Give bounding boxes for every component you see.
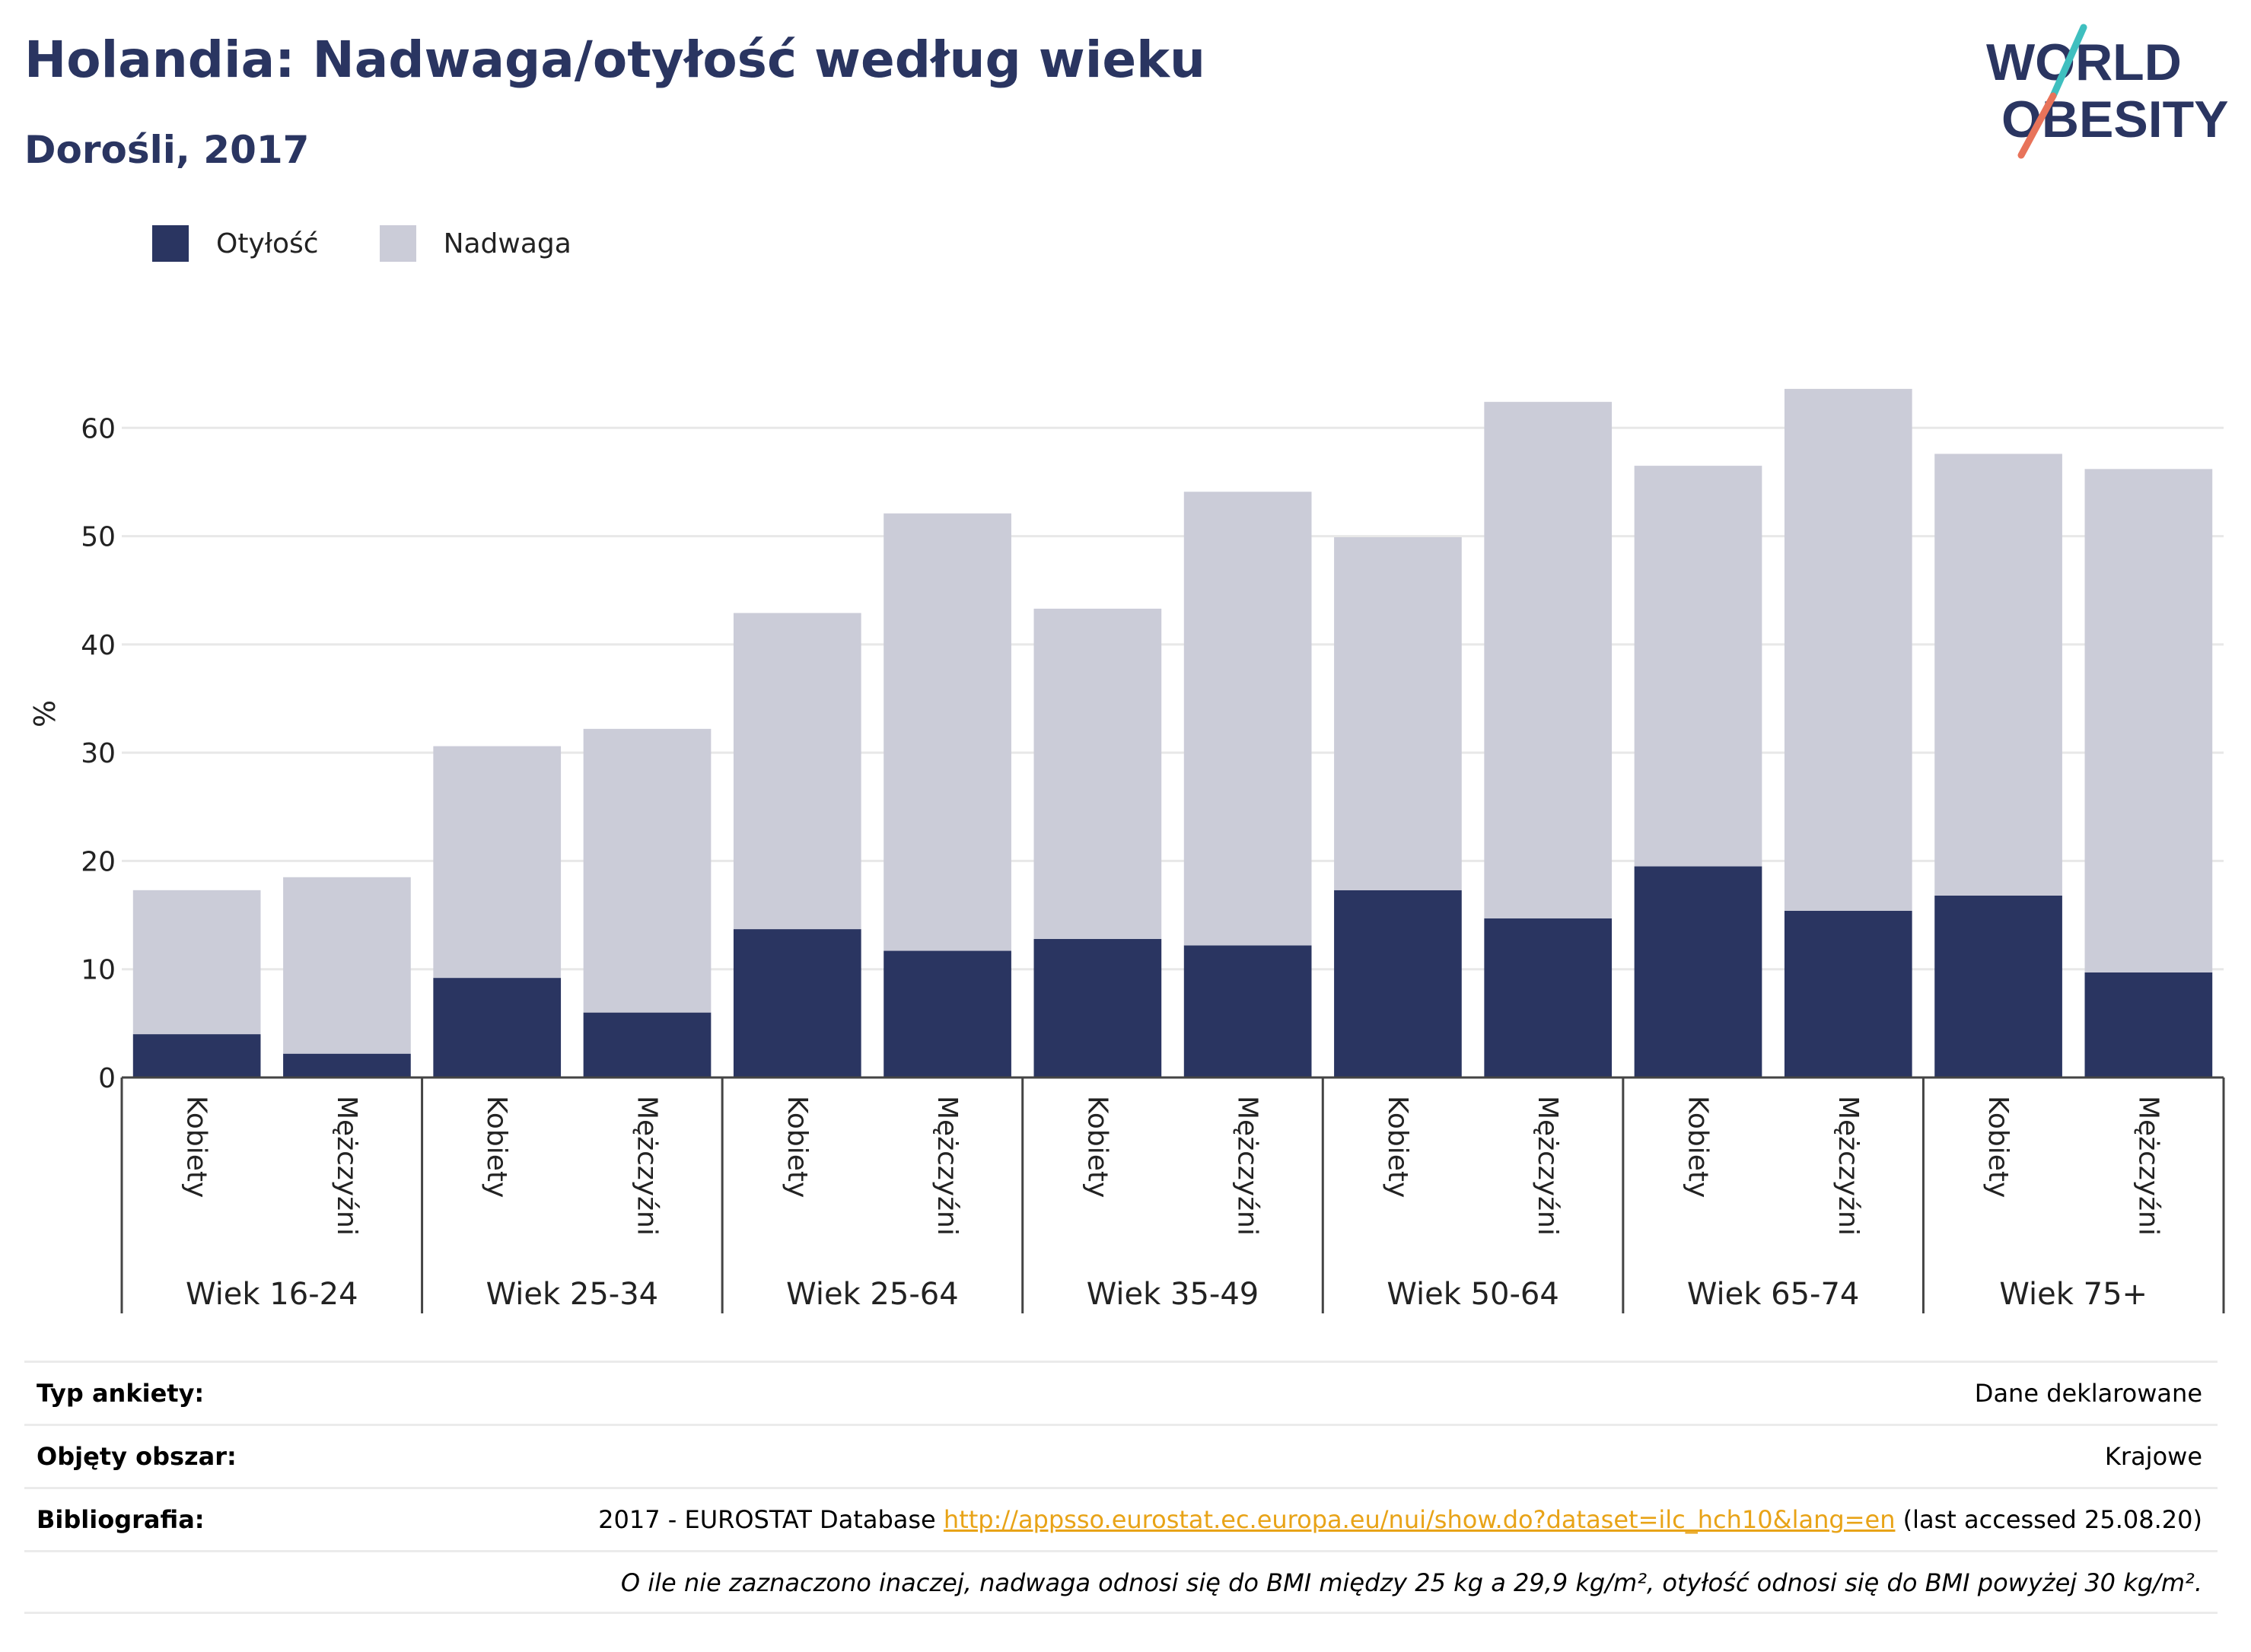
bar-otylosc [1183,945,1312,1077]
legend-label-otylosc: Otyłość [216,228,319,259]
x-group-label: Wiek 16-24 [186,1277,358,1312]
y-tick-label: 0 [98,1063,116,1094]
definition-note: O ile nie zaznaczono inaczej, nadwaga od… [620,1568,2202,1597]
bibliography-prefix: 2017 - EUROSTAT Database [598,1505,944,1534]
info-row-coverage: Objęty obszar: Krajowe [24,1424,2218,1487]
y-tick-label: 30 [81,738,116,769]
chart-subtitle: Dorośli, 2017 [24,128,310,172]
x-subcategory-label: Kobiety [1982,1096,2014,1198]
legend-swatch-nadwaga [379,225,416,262]
x-subcategory-label: Kobiety [1382,1096,1413,1198]
info-row-bibliography: Bibliografia: 2017 - EUROSTAT Database h… [24,1487,2218,1550]
bar-nadwaga [283,877,411,1054]
bar-otylosc [1334,890,1462,1077]
bar-nadwaga [733,613,861,930]
x-group-label: Wiek 25-64 [786,1277,959,1312]
y-tick-label: 50 [81,522,116,553]
logo-slash-top [2049,24,2087,100]
bar-nadwaga [583,728,712,1013]
x-subcategory-label: Kobiety [481,1096,512,1198]
bar-nadwaga [433,746,562,979]
bibliography-link[interactable]: http://appsso.eurostat.ec.europa.eu/nui/… [943,1505,1896,1534]
y-axis-label: % [28,700,62,727]
bar-nadwaga [1784,389,1912,911]
bar-otylosc [433,978,562,1077]
bar-otylosc [733,929,861,1077]
coverage-label: Objęty obszar: [37,1442,237,1471]
chart-title: Holandia: Nadwaga/otyłość według wieku [24,30,1205,89]
legend-swatch-otylosc [152,225,189,262]
logo-line1: WORLD [1986,33,2182,91]
bar-nadwaga [1033,608,1162,939]
x-group-label: Wiek 35-49 [1087,1277,1259,1312]
logo-slash-bottom [2017,92,2057,159]
bar-otylosc [583,1012,712,1077]
bar-nadwaga [884,513,1011,951]
bar-nadwaga [2084,469,2213,972]
legend-label-nadwaga: Nadwaga [443,228,572,259]
x-group-label: Wiek 25-34 [486,1277,659,1312]
info-row-survey-type: Typ ankiety: Dane deklarowane [24,1361,2218,1424]
bar-otylosc [1934,895,2062,1077]
bar-nadwaga [1934,454,2062,896]
bar-nadwaga [132,890,261,1035]
stacked-bar-chart: 0 10 20 30 40 50 60% Kobiety Mężczyźni Kobiety Męż… [28,389,2225,1313]
legend-item-otylosc: Otyłość [152,225,319,262]
bar-otylosc [2084,972,2213,1077]
survey-type-value: Dane deklarowane [1974,1379,2202,1408]
bar-otylosc [1784,910,1912,1077]
bar-nadwaga [1183,492,1312,946]
x-subcategory-label: Mężczyźni [931,1096,963,1236]
x-subcategory-label: Kobiety [181,1096,212,1198]
bar-otylosc [132,1034,261,1077]
chart-legend: Otyłość Nadwaga [152,225,632,262]
x-subcategory-label: Mężczyźni [1832,1096,1864,1236]
bar-otylosc [1484,918,1613,1077]
bar-nadwaga [1334,536,1462,890]
x-group-label: Wiek 50-64 [1387,1277,1559,1312]
bar-otylosc [1033,938,1162,1077]
x-subcategory-label: Mężczyźni [1532,1096,1563,1236]
x-subcategory-label: Kobiety [1683,1096,1714,1198]
bar-otylosc [884,950,1011,1077]
x-group-label: Wiek 75+ [1999,1277,2148,1312]
y-tick-label: 20 [81,846,116,877]
bar-otylosc [283,1053,411,1077]
x-subcategory-label: Mężczyźni [1232,1096,1263,1236]
x-subcategory-label: Kobiety [1081,1096,1113,1198]
x-subcategory-label: Mężczyźni [632,1096,663,1236]
y-tick-label: 40 [81,630,116,661]
bar-otylosc [1634,866,1762,1077]
x-subcategory-label: Kobiety [782,1096,813,1198]
bibliography-label: Bibliografia: [37,1505,205,1534]
bar-nadwaga [1484,402,1613,918]
bibliography-value: 2017 - EUROSTAT Database http://appsso.e… [598,1505,2218,1534]
y-tick-label: 60 [81,413,116,444]
x-subcategory-label: Mężczyźni [331,1096,362,1236]
info-bottom-border [24,1612,2218,1614]
bibliography-suffix: (last accessed 25.08.20) [1895,1505,2202,1534]
world-obesity-logo: WORLD OBESITY [1986,24,2229,159]
y-tick-label: 10 [81,955,116,986]
x-group-label: Wiek 65-74 [1687,1277,1860,1312]
legend-item-nadwaga: Nadwaga [379,225,572,262]
bar-nadwaga [1634,466,1762,867]
info-row-note: O ile nie zaznaczono inaczej, nadwaga od… [24,1550,2218,1613]
survey-type-label: Typ ankiety: [37,1379,205,1408]
coverage-value: Krajowe [2104,1442,2202,1471]
x-subcategory-label: Mężczyźni [2132,1096,2163,1236]
